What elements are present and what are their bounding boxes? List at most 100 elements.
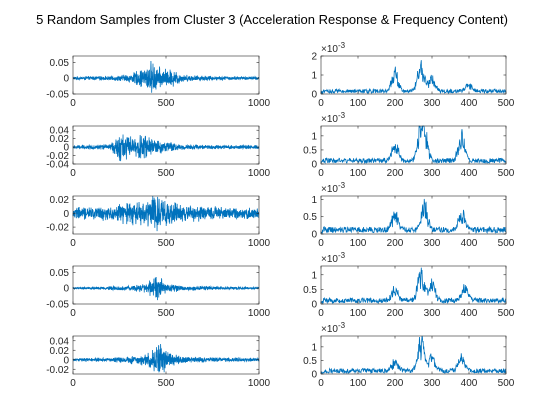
x-tick-label: 400: [461, 308, 478, 319]
y-tick-label: 0: [311, 160, 317, 171]
series-line: [72, 195, 260, 232]
x-tick-label: 0: [318, 378, 324, 389]
figure-title: 5 Random Samples from Cluster 3 (Acceler…: [36, 12, 508, 27]
x-tick-label: 100: [350, 98, 367, 109]
x-tick-label: 300: [424, 378, 441, 389]
series-line: [72, 344, 260, 373]
x-tick-label: 0: [318, 308, 324, 319]
x-tick-label: 500: [158, 378, 175, 389]
y-tick-label: 0: [311, 370, 317, 381]
y-tick-label: -0.02: [46, 151, 69, 162]
x-tick-label: 400: [461, 168, 478, 179]
x-tick-label: 1000: [248, 378, 271, 389]
subplot-r1-c2: 0 100 200 300 400 500 2 1 0 ×10-3: [311, 41, 514, 109]
x-tick-label: 500: [158, 168, 175, 179]
series-line: [320, 267, 507, 305]
y-tick-label: 0: [311, 230, 317, 241]
axes-box: [72, 125, 260, 165]
y-tick-label: 0: [63, 209, 69, 220]
y-tick-label: 0.02: [50, 346, 70, 357]
y-tick-label: 0.05: [50, 58, 70, 69]
y-tick-label: -0.02: [46, 223, 69, 234]
x-tick-label: 100: [350, 378, 367, 389]
series-line: [72, 134, 260, 162]
y-exponent-label: ×10-3: [321, 41, 346, 55]
series-line: [72, 276, 260, 301]
y-tick-label: -0.04: [46, 160, 69, 171]
x-tick-label: 200: [387, 98, 404, 109]
x-tick-label: 100: [350, 238, 367, 249]
series-line: [320, 335, 507, 375]
x-tick-label: 500: [498, 238, 515, 249]
y-tick-label: -0.02: [46, 365, 69, 376]
x-tick-label: 500: [158, 238, 175, 249]
y-exponent-label: ×10-3: [321, 251, 346, 265]
y-tick-label: 0.05: [50, 268, 70, 279]
x-tick-label: 200: [387, 168, 404, 179]
x-tick-label: 200: [387, 238, 404, 249]
axes-box: [320, 195, 507, 235]
y-tick-label: 0: [311, 300, 317, 311]
x-tick-label: 0: [318, 238, 324, 249]
x-tick-label: 500: [498, 168, 515, 179]
axes-box: [320, 125, 507, 165]
y-tick-label: 0.02: [50, 134, 70, 145]
subplot-r3-c2: 0 100 200 300 400 500 1 0.5 0 ×10-3: [303, 181, 515, 249]
x-tick-label: 0: [70, 308, 76, 319]
x-tick-label: 200: [387, 308, 404, 319]
y-exponent-label: ×10-3: [321, 111, 346, 125]
x-tick-label: 1000: [248, 308, 271, 319]
x-tick-label: 0: [70, 168, 76, 179]
x-tick-label: 500: [158, 308, 175, 319]
x-tick-label: 100: [350, 308, 367, 319]
y-tick-label: 0: [63, 74, 69, 85]
x-tick-label: 300: [424, 98, 441, 109]
subplot-r4-c2: 0 100 200 300 400 500 1 0.5 0 ×10-3: [303, 251, 515, 319]
y-tick-label: 2: [311, 52, 317, 63]
x-tick-label: 500: [158, 98, 175, 109]
y-exponent-label: ×10-3: [321, 181, 346, 195]
x-tick-label: 300: [424, 308, 441, 319]
y-tick-label: 0.5: [303, 356, 317, 367]
y-tick-label: -0.05: [46, 90, 69, 101]
y-tick-label: 0.5: [303, 145, 317, 156]
axes-box: [72, 265, 260, 305]
series-line: [320, 125, 507, 165]
x-tick-label: 1000: [248, 168, 271, 179]
x-tick-label: 100: [350, 168, 367, 179]
y-tick-label: -0.05: [46, 300, 69, 311]
x-tick-label: 0: [318, 168, 324, 179]
y-tick-label: 0.04: [50, 126, 70, 137]
x-tick-label: 500: [498, 308, 515, 319]
series-line: [320, 198, 506, 235]
x-tick-label: 300: [424, 238, 441, 249]
y-tick-label: 0.5: [303, 285, 317, 296]
y-tick-label: 1: [311, 270, 317, 281]
y-tick-label: 0: [63, 284, 69, 295]
y-tick-label: 0.04: [50, 336, 70, 347]
x-tick-label: 400: [461, 238, 478, 249]
y-tick-label: 0: [63, 355, 69, 366]
x-tick-label: 200: [387, 378, 404, 389]
y-exponent-label: ×10-3: [321, 321, 346, 335]
x-tick-label: 1000: [248, 238, 271, 249]
x-tick-label: 500: [498, 98, 515, 109]
x-tick-label: 0: [70, 238, 76, 249]
y-tick-label: 1: [311, 342, 317, 353]
y-tick-label: 1: [311, 195, 317, 206]
series-line: [72, 61, 260, 93]
x-tick-label: 400: [461, 378, 478, 389]
axes-box: [320, 335, 507, 375]
y-tick-label: 0.5: [303, 212, 317, 223]
y-tick-label: 0: [311, 90, 317, 101]
x-tick-label: 0: [70, 98, 76, 109]
y-tick-label: 1: [311, 131, 317, 142]
x-tick-label: 0: [318, 98, 324, 109]
